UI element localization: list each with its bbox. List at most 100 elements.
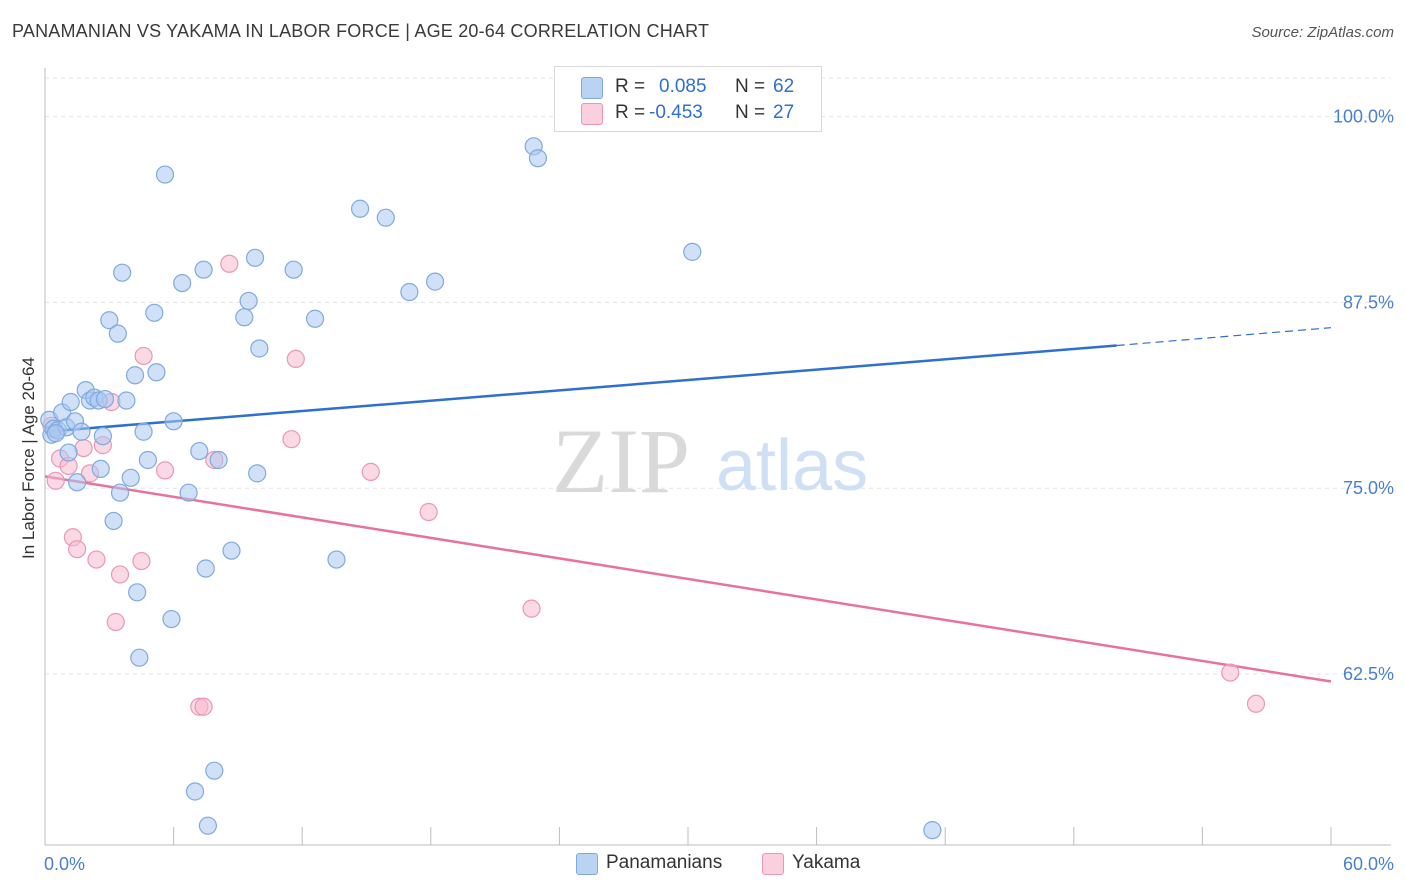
data-point-panamanians <box>245 248 265 267</box>
trend-line-extension-panamanians <box>1116 327 1332 347</box>
data-point-yakama <box>87 550 106 569</box>
bottom-legend-swatch-yakama <box>762 853 784 875</box>
data-point-panamanians <box>61 392 80 412</box>
correlation-legend: R = 0.085 N = 62 R = -0.453 N = 27 <box>554 66 822 132</box>
data-point-panamanians <box>91 459 110 479</box>
data-point-panamanians <box>59 443 78 462</box>
data-point-yakama <box>132 551 151 571</box>
y-tick-label: 75.0% <box>1343 478 1394 498</box>
data-point-panamanians <box>248 464 267 483</box>
legend-r-value: -0.453 <box>649 102 703 123</box>
watermark-zip: ZIP <box>552 410 690 512</box>
data-point-panamanians <box>239 291 258 311</box>
data-point-panamanians <box>400 282 419 302</box>
data-point-panamanians <box>923 821 942 840</box>
y-axis-label: In Labor Force | Age 20-64 <box>19 357 38 559</box>
legend-swatch-panamanians <box>581 77 603 99</box>
data-point-panamanians <box>173 273 192 293</box>
data-point-yakama <box>155 461 175 480</box>
x-tick-label: 60.0% <box>1343 854 1394 874</box>
data-point-yakama <box>282 430 301 449</box>
chart-title: PANAMANIAN VS YAKAMA IN LABOR FORCE | AG… <box>12 21 710 41</box>
legend-r-label: R = <box>615 76 646 97</box>
data-point-yakama <box>419 502 438 522</box>
bottom-legend-label-yakama: Yakama <box>792 852 861 873</box>
data-point-panamanians <box>117 391 136 410</box>
data-point-panamanians <box>108 324 127 343</box>
data-point-panamanians <box>134 422 153 441</box>
data-point-panamanians <box>205 761 224 780</box>
data-point-panamanians <box>327 550 346 569</box>
bottom-legend-label-panamanians: Panamanians <box>606 852 723 873</box>
data-point-panamanians <box>376 208 395 227</box>
data-point-panamanians <box>121 468 140 487</box>
data-point-panamanians <box>110 483 130 502</box>
y-tick-label: 100.0% <box>1333 107 1394 127</box>
data-point-panamanians <box>185 782 205 801</box>
data-point-yakama <box>134 346 153 366</box>
y-tick-label: 87.5% <box>1343 292 1394 312</box>
data-point-yakama <box>110 565 130 584</box>
data-point-panamanians <box>162 609 181 629</box>
data-point-panamanians <box>125 366 145 385</box>
data-point-panamanians <box>138 450 157 470</box>
data-point-panamanians <box>196 559 215 578</box>
data-point-panamanians <box>683 242 702 261</box>
data-point-yakama <box>220 254 239 273</box>
data-point-panamanians <box>250 339 269 358</box>
legend-r-value: 0.085 <box>659 76 707 97</box>
legend-swatch-yakama <box>581 103 603 125</box>
data-point-yakama <box>46 471 65 490</box>
data-point-yakama <box>68 540 87 559</box>
legend-n-value: 62 <box>773 76 795 97</box>
trend-lines <box>44 327 1332 683</box>
data-point-panamanians <box>164 412 183 431</box>
data-point-panamanians <box>68 473 87 492</box>
data-point-panamanians <box>113 263 132 282</box>
legend-r-label: R = <box>615 102 646 123</box>
data-points <box>40 137 1266 840</box>
data-point-panamanians <box>128 583 147 602</box>
data-point-panamanians <box>179 483 198 502</box>
data-point-panamanians <box>194 260 213 279</box>
trend-line-yakama <box>44 475 1332 683</box>
data-point-panamanians <box>222 541 241 560</box>
data-point-panamanians <box>528 149 548 168</box>
data-point-yakama <box>194 697 213 716</box>
data-point-panamanians <box>93 427 112 446</box>
data-point-panamanians <box>147 363 166 382</box>
data-point-panamanians <box>198 816 217 835</box>
data-point-panamanians <box>155 165 175 184</box>
data-point-panamanians <box>350 199 370 218</box>
axes <box>44 68 1391 846</box>
data-point-panamanians <box>190 441 209 461</box>
trend-line-panamanians <box>44 344 1117 433</box>
data-point-yakama <box>361 462 380 481</box>
data-point-panamanians <box>104 511 123 531</box>
y-tick-label: 62.5% <box>1343 664 1394 684</box>
legend-n-label: N = <box>735 76 766 97</box>
data-point-panamanians <box>235 308 254 327</box>
data-point-panamanians <box>305 309 325 328</box>
data-point-panamanians <box>46 424 65 443</box>
data-point-panamanians <box>209 450 228 470</box>
data-point-yakama <box>522 599 541 618</box>
data-point-yakama <box>1221 663 1240 682</box>
data-point-panamanians <box>145 303 164 322</box>
data-point-panamanians <box>100 311 119 330</box>
source-credit: Source: ZipAtlas.com <box>1251 24 1394 41</box>
data-point-panamanians <box>95 389 115 409</box>
data-point-panamanians <box>425 272 445 291</box>
data-point-yakama <box>106 612 125 632</box>
data-point-yakama <box>74 438 93 458</box>
axis-labels: 62.5% 75.0% 87.5% 100.0% 0.0% 60.0% <box>44 107 1394 874</box>
bottom-legend-swatch-panamanians <box>576 853 598 875</box>
x-tick-label: 0.0% <box>44 854 85 874</box>
data-point-yakama <box>286 349 305 369</box>
data-point-yakama <box>1246 694 1266 713</box>
data-point-panamanians <box>284 260 303 279</box>
watermark-atlas: atlas <box>716 426 868 506</box>
legend-n-value: 27 <box>773 102 795 123</box>
watermark: ZIP atlas <box>552 410 868 512</box>
